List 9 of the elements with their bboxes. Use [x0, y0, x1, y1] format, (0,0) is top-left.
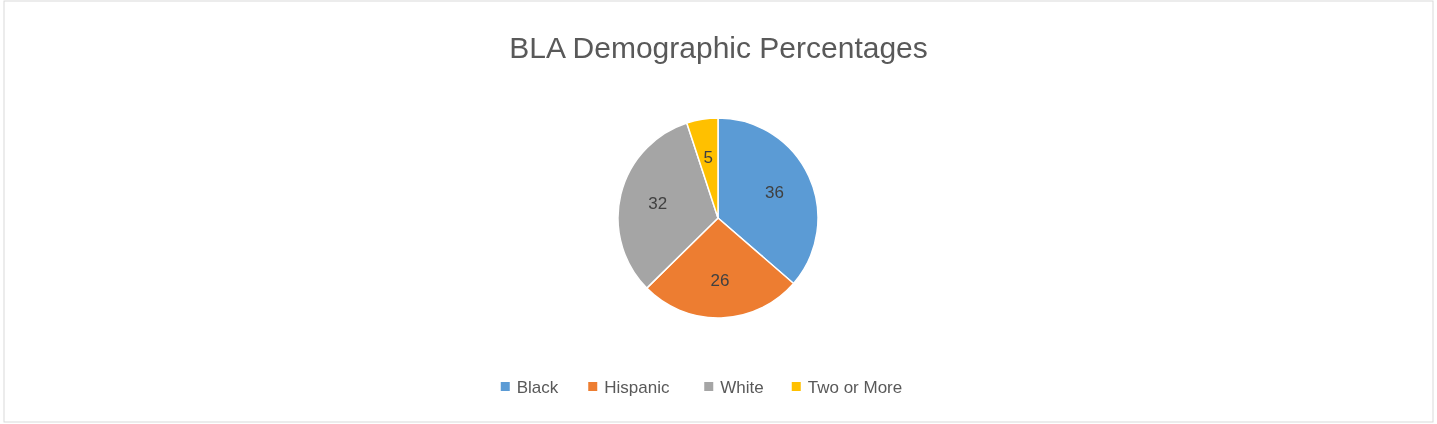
data-label: 32: [648, 194, 668, 214]
legend-label: Hispanic: [604, 377, 670, 397]
legend-label: White: [720, 377, 764, 397]
data-label: 26: [710, 270, 730, 290]
chart-title: BLA Demographic Percentages: [509, 31, 928, 64]
data-label: 5: [703, 147, 713, 167]
legend-label: Black: [516, 377, 559, 397]
legend-label: Two or More: [807, 377, 903, 397]
data-label: 36: [764, 183, 784, 203]
